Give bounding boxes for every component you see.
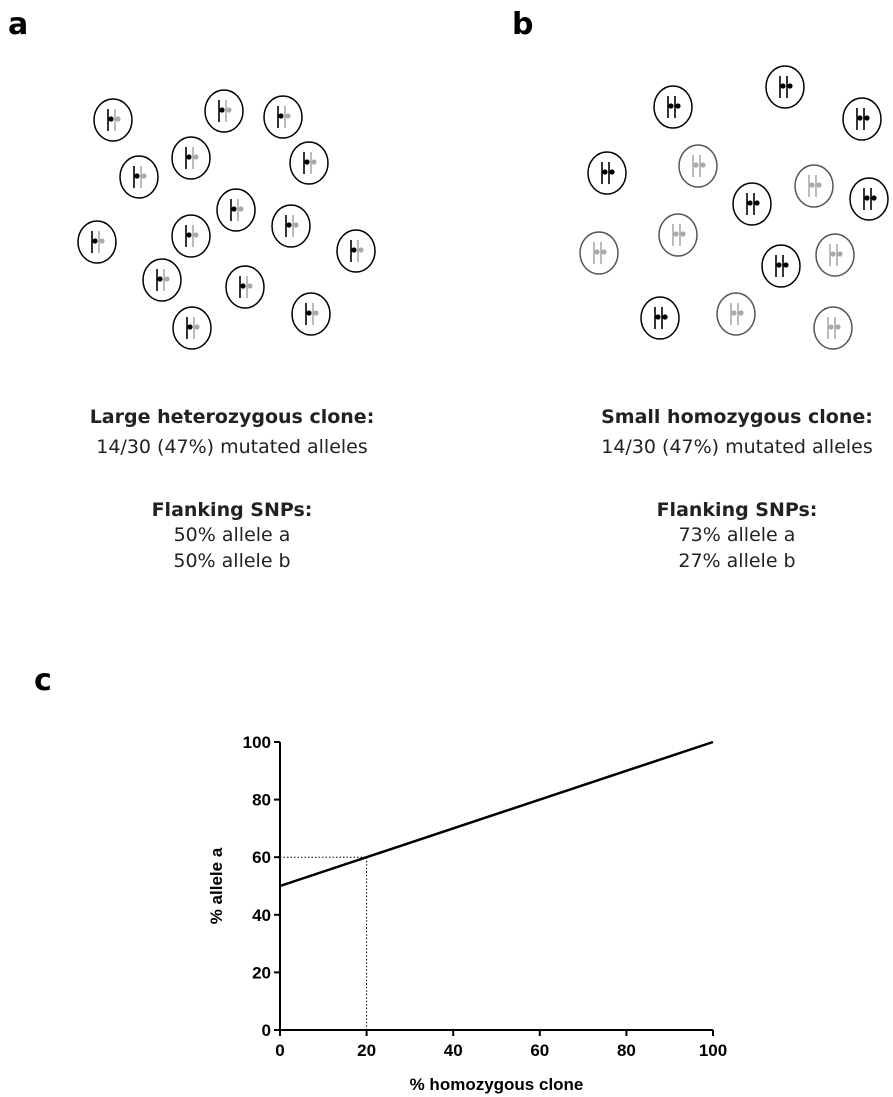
- y-tick-label: 0: [262, 1021, 271, 1040]
- caption-heading: Flanking SNPs:: [152, 499, 313, 521]
- panel-label: c: [34, 663, 52, 698]
- allele-dot: [99, 238, 104, 243]
- y-tick-label: 60: [252, 848, 271, 867]
- allele-dot: [662, 314, 667, 319]
- cell-diagram: [78, 66, 888, 349]
- allele-dot: [787, 83, 792, 88]
- allele-dot: [164, 276, 169, 281]
- data-line: [280, 742, 713, 886]
- allele-dot: [693, 162, 698, 167]
- x-tick-label: 80: [617, 1041, 636, 1060]
- allele-dot: [311, 159, 316, 164]
- allele-dot: [238, 206, 243, 211]
- y-tick-label: 20: [252, 963, 271, 982]
- x-tick-label: 40: [444, 1041, 463, 1060]
- allele-dot: [293, 222, 298, 227]
- x-tick-label: 0: [275, 1041, 284, 1060]
- allele-dot: [783, 262, 788, 267]
- allele-dot: [285, 113, 290, 118]
- allele-dot: [673, 231, 678, 236]
- allele-dot: [700, 162, 705, 167]
- allele-dot: [601, 249, 606, 254]
- allele-dot: [864, 195, 869, 200]
- allele-dot: [108, 116, 113, 121]
- allele-dot: [738, 310, 743, 315]
- allele-dot: [602, 169, 607, 174]
- caption-text: 50% allele a: [174, 524, 291, 546]
- allele-dot: [134, 173, 139, 178]
- allele-dot: [609, 169, 614, 174]
- allele-dot: [313, 310, 318, 315]
- allele-dot: [231, 206, 236, 211]
- allele-dot: [816, 182, 821, 187]
- caption-text: 73% allele a: [679, 524, 796, 546]
- caption-heading: Flanking SNPs:: [657, 499, 818, 521]
- x-tick-label: 60: [530, 1041, 549, 1060]
- allele-dot: [194, 324, 199, 329]
- allele-dot: [226, 107, 231, 112]
- allele-dot: [731, 310, 736, 315]
- allele-dot: [351, 247, 356, 252]
- panel-label: b: [512, 7, 533, 42]
- caption-heading: Large heterozygous clone:: [90, 406, 375, 428]
- allele-dot: [306, 310, 311, 315]
- allele-dot: [240, 283, 245, 288]
- allele-dot: [871, 195, 876, 200]
- allele-dot: [809, 182, 814, 187]
- allele-dot: [594, 249, 599, 254]
- caption-text: 14/30 (47%) mutated alleles: [96, 436, 368, 458]
- x-tick-label: 100: [699, 1041, 727, 1060]
- x-tick-label: 20: [357, 1041, 376, 1060]
- caption-text: 27% allele b: [678, 550, 795, 572]
- allele-dot: [837, 251, 842, 256]
- figure: a b c Large heterozygous clone: 14/30 (47…: [0, 0, 893, 1097]
- allele-dot: [780, 83, 785, 88]
- x-axis-label: % homozygous clone: [410, 1075, 584, 1094]
- y-tick-label: 40: [252, 906, 271, 925]
- allele-dot: [278, 113, 283, 118]
- allele-dot: [830, 251, 835, 256]
- allele-dot: [857, 115, 862, 120]
- allele-dot: [864, 115, 869, 120]
- allele-dot: [157, 276, 162, 281]
- y-tick-label: 80: [252, 791, 271, 810]
- panel-label: a: [8, 7, 28, 42]
- allele-dot: [115, 116, 120, 121]
- allele-dot: [828, 324, 833, 329]
- caption-text: 14/30 (47%) mutated alleles: [601, 436, 873, 458]
- caption-text: 50% allele b: [173, 550, 290, 572]
- allele-dot: [358, 247, 363, 252]
- allele-dot: [655, 314, 660, 319]
- allele-dot: [754, 200, 759, 205]
- allele-dot: [193, 232, 198, 237]
- allele-dot: [141, 173, 146, 178]
- allele-dot: [835, 324, 840, 329]
- allele-dot: [186, 154, 191, 159]
- caption-heading: Small homozygous clone:: [601, 406, 873, 428]
- allele-dot: [187, 324, 192, 329]
- allele-dot: [219, 107, 224, 112]
- allele-dot: [776, 262, 781, 267]
- allele-dot: [186, 232, 191, 237]
- y-axis-label: % allele a: [207, 847, 226, 924]
- allele-dot: [668, 103, 673, 108]
- allele-dot: [680, 231, 685, 236]
- allele-dot: [675, 103, 680, 108]
- allele-dot: [304, 159, 309, 164]
- allele-dot: [286, 222, 291, 227]
- allele-dot: [92, 238, 97, 243]
- allele-dot: [193, 154, 198, 159]
- allele-dot: [247, 283, 252, 288]
- allele-dot: [747, 200, 752, 205]
- y-tick-label: 100: [243, 733, 271, 752]
